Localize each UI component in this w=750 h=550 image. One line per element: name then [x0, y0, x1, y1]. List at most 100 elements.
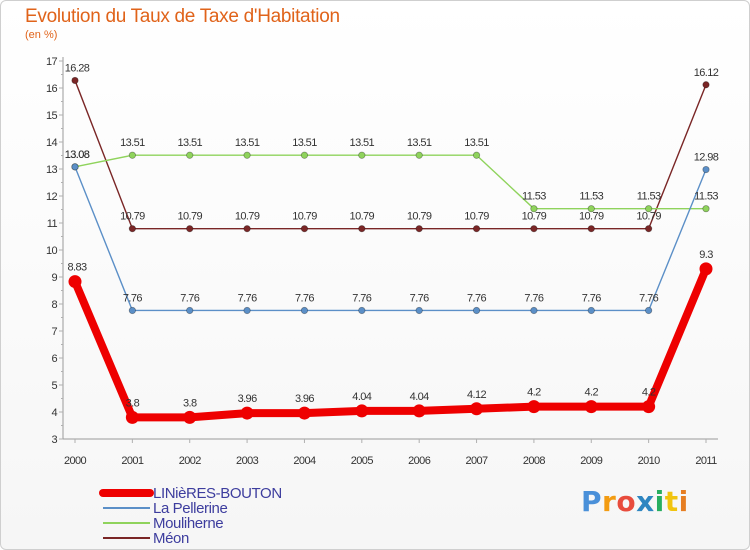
data-label: 13.51 — [177, 137, 202, 149]
data-label: 4.2 — [527, 387, 541, 399]
y-tick-label: 10 — [46, 245, 58, 257]
y-tick-label: 9 — [51, 272, 57, 284]
data-label: 11.53 — [522, 191, 546, 203]
data-point — [472, 151, 481, 159]
data-point — [128, 306, 136, 315]
y-tick-label: 6 — [51, 353, 57, 365]
data-point — [71, 163, 79, 171]
data-point — [355, 404, 369, 418]
legend-label: Mouliherne — [153, 515, 223, 532]
data-label: 16.12 — [694, 67, 719, 79]
data-point — [297, 406, 311, 420]
data-labels: 16.28 10.79 10.79 10.79 10.79 10.79 10.79 10.79… — [65, 62, 720, 409]
data-label: 13.51 — [464, 137, 489, 149]
legend-label: LINièRES-BOUTON — [153, 485, 282, 502]
proxiti-logo: Proxiti — [581, 485, 689, 518]
data-label: 13.51 — [235, 137, 260, 149]
data-label: 9.3 — [699, 249, 713, 261]
y-tick-label: 14 — [46, 137, 58, 149]
data-label: 3.96 — [295, 393, 314, 405]
data-label: 7.76 — [639, 292, 658, 304]
data-point — [530, 205, 538, 213]
data-point — [472, 225, 481, 233]
x-tick-label: 2006 — [408, 455, 431, 467]
data-label: 13.08 — [65, 149, 90, 161]
data-point — [645, 205, 653, 213]
data-label: 7.76 — [352, 292, 371, 304]
data-point — [584, 400, 598, 414]
data-point — [642, 400, 656, 414]
x-tick-label: 2007 — [466, 455, 489, 467]
data-point — [645, 306, 653, 315]
data-label: 11.53 — [579, 191, 603, 203]
x-tick-label: 2001 — [121, 455, 144, 467]
data-point — [300, 306, 309, 315]
y-tick-label: 12 — [46, 191, 58, 203]
data-label: 12.98 — [694, 152, 719, 164]
y-tick-label: 16 — [46, 83, 58, 95]
data-label: 10.79 — [522, 211, 547, 223]
x-tick-label: 2004 — [293, 455, 316, 467]
data-label: 4.04 — [352, 391, 371, 403]
legend-label: Méon — [153, 530, 189, 547]
logo-letter: i — [678, 485, 689, 518]
data-label: 7.76 — [410, 292, 429, 304]
data-label: 10.79 — [579, 211, 604, 223]
data-point — [587, 306, 595, 315]
data-label: 7.76 — [467, 292, 486, 304]
y-tick-label: 4 — [51, 407, 57, 419]
chart-title: Evolution du Taux de Taxe d'Habitation — [25, 6, 340, 27]
data-label: 7.76 — [524, 292, 543, 304]
data-point — [243, 151, 251, 159]
data-point — [128, 151, 136, 159]
data-point — [240, 406, 254, 420]
data-label: 7.76 — [180, 292, 199, 304]
x-tick-label: 2010 — [638, 455, 661, 467]
data-label: 8.83 — [67, 262, 86, 274]
data-label: 10.79 — [407, 211, 432, 223]
data-point — [68, 275, 82, 289]
data-label: 3.96 — [238, 393, 257, 405]
data-point — [530, 306, 538, 315]
data-label: 7.76 — [582, 292, 601, 304]
data-point — [702, 165, 710, 174]
series-line-0 — [71, 267, 710, 422]
data-point — [530, 225, 538, 233]
y-tick-label: 15 — [46, 110, 58, 122]
logo-letter: i — [654, 485, 665, 518]
y-tick-label: 8 — [51, 299, 57, 311]
x-tick-label: 2009 — [580, 455, 603, 467]
data-label: 3.8 — [126, 397, 140, 409]
data-label: 11.53 — [694, 191, 718, 203]
data-label: 3.8 — [183, 397, 197, 409]
chart-axes: 3 4 5 6 7 8 9 10 11 12 13 14 15 16 17 2000 2001 2002 2003 2… — [46, 56, 718, 467]
data-label: 10.79 — [120, 211, 145, 223]
series-line-3 — [74, 80, 707, 230]
data-point — [186, 225, 194, 233]
data-point — [358, 306, 366, 315]
data-label: 13.51 — [350, 137, 375, 149]
logo-letter: x — [636, 485, 655, 518]
series-line-1 — [74, 166, 707, 312]
data-label: 13.51 — [120, 137, 145, 149]
logo-letter: t — [664, 485, 679, 518]
data-point — [645, 225, 653, 233]
data-label: 10.79 — [464, 211, 489, 223]
y-tick-label: 3 — [51, 434, 57, 446]
series-lines — [71, 80, 710, 422]
data-point — [125, 410, 139, 424]
data-point — [415, 306, 423, 315]
data-point — [470, 402, 484, 416]
series-line-2 — [74, 154, 706, 210]
data-label: 13.51 — [292, 137, 317, 149]
y-tick-label: 13 — [46, 164, 58, 176]
data-point — [527, 400, 541, 414]
data-label: 7.76 — [123, 292, 142, 304]
data-label: 11.53 — [637, 191, 661, 203]
data-point — [186, 306, 194, 315]
data-label: 4.04 — [410, 391, 429, 403]
y-tick-label: 17 — [46, 56, 58, 68]
